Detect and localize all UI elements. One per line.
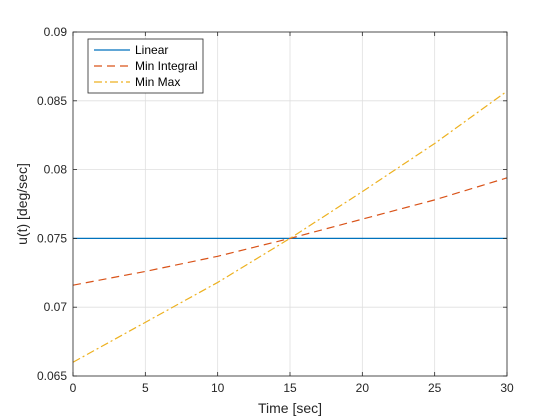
x-tick-label: 25 [428,381,442,395]
series-group [72,90,508,363]
x-tick-label: 30 [500,381,514,395]
legend-label-0: Linear [135,43,168,57]
y-tick-label: 0.065 [37,369,67,383]
y-tick-label: 0.075 [37,231,67,245]
x-tick-label: 5 [142,381,149,395]
x-tick-label: 0 [70,381,77,395]
series-line-1 [72,177,508,286]
axis-ticks: 0 5 10 15 20 25 30 0.065 0.07 0.075 0.08 0.085 0.09 [37,25,514,395]
series-line-2 [72,90,508,363]
legend: Linear Min Integral Min Max [87,38,204,94]
legend-label-2: Min Max [135,75,180,89]
y-tick-label: 0.085 [37,94,67,108]
y-tick-label: 0.07 [44,300,68,314]
y-axis-label: u(t) [deg/sec] [14,163,30,245]
y-tick-label: 0.08 [44,163,68,177]
x-axis-label: Time [sec] [258,400,322,416]
x-tick-label: 20 [356,381,370,395]
x-tick-label: 15 [283,381,297,395]
legend-label-1: Min Integral [135,59,198,73]
y-tick-label: 0.09 [44,25,68,39]
x-tick-label: 10 [211,381,225,395]
